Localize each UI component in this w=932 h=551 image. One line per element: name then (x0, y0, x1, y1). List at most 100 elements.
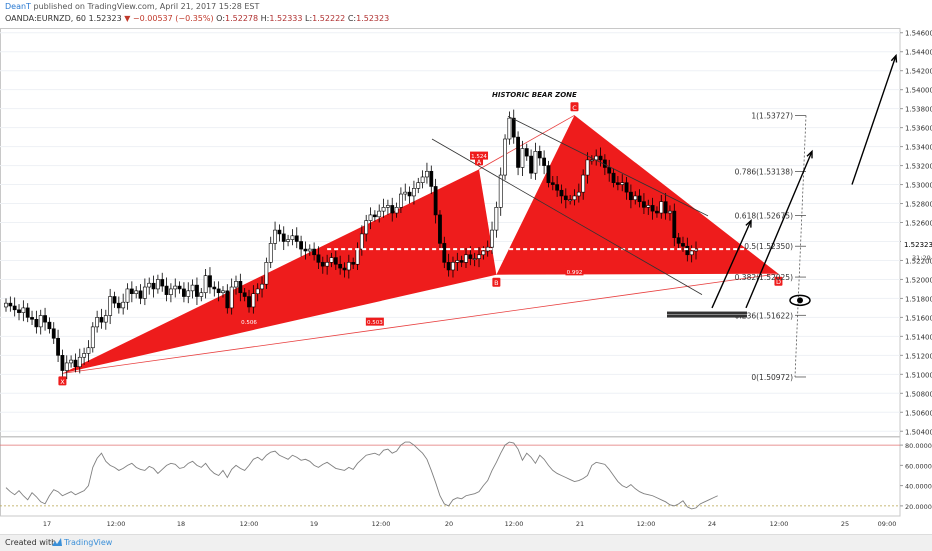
candle-body (372, 214, 377, 218)
candle-body (316, 254, 321, 263)
candle-body (112, 296, 117, 304)
candle-body (208, 275, 212, 288)
candle-body (681, 243, 685, 247)
candle-body (533, 151, 538, 174)
candle-body (607, 167, 612, 174)
ratio-badge (365, 317, 384, 326)
candle-body (17, 309, 21, 313)
candle-body (637, 195, 642, 202)
ratio-badge (470, 151, 489, 160)
oscillator-pane: 80.0000 60.0000 40.0000 20.0000 (0, 436, 932, 517)
candle-body (303, 248, 308, 252)
candle-body (199, 292, 204, 297)
point-label-x: X (60, 378, 65, 386)
candle-body (620, 182, 625, 185)
open-label: O: (216, 14, 226, 23)
candle-body (685, 245, 690, 256)
candle-body (260, 283, 264, 290)
ratio-badge (240, 317, 259, 326)
fib-level-label: 0.236(1.51622) (735, 311, 793, 320)
eye-pupil-icon (797, 297, 803, 304)
time-axis[interactable]: 17 12:00 18 12:00 19 12:00 20 12:00 21 12:00 24 12:… (0, 515, 900, 528)
price-change: −0.00537 (−0.35%) (132, 14, 214, 23)
publish-info: published on TradingView.com, April 21, … (33, 2, 260, 11)
candle-body (537, 151, 542, 159)
symbol-label: OANDA:EURNZD, 60 (5, 14, 87, 23)
price-chart[interactable]: X A B C D 0.506 1.524 0.992 0.503 HISTORIC BEAR Z… (0, 0, 932, 534)
projection-arrow-2-head (806, 149, 813, 159)
candle-body (403, 191, 408, 195)
tradingview-brand-link[interactable]: TradingView (64, 538, 113, 547)
candle-body (77, 356, 82, 368)
candle-body (103, 315, 108, 323)
candlestick-series (4, 109, 698, 380)
candle-body (225, 290, 230, 309)
candle-body (4, 302, 8, 308)
candle-body (277, 229, 282, 235)
y-tick-label: 1.51000 (905, 371, 932, 379)
y-tick-label: 1.53800 (905, 106, 932, 114)
candle-body (138, 290, 143, 299)
candle-body (190, 284, 195, 292)
candle-body (542, 157, 547, 166)
eye-icon (789, 294, 811, 307)
candle-body (438, 214, 442, 244)
ac-line (478, 114, 575, 170)
x-tick-label: 24 (708, 520, 716, 528)
candle-body (498, 174, 503, 208)
oscillator-line (5, 441, 718, 510)
x-tick-label: 17 (43, 520, 51, 528)
candle-body (503, 138, 507, 176)
candle-body (416, 182, 421, 189)
candle-body (25, 307, 30, 318)
candle-body (672, 210, 677, 238)
candle-body (116, 302, 121, 309)
candle-body (459, 260, 464, 263)
last-price: 1.52323 (88, 14, 122, 23)
candle-body (550, 182, 555, 185)
candle-body (90, 326, 95, 349)
point-badge-x (58, 376, 67, 386)
candle-body (338, 263, 343, 269)
price-tag-box (901, 238, 932, 249)
candle-body (442, 243, 447, 263)
y-tick-label: 1.50400 (905, 428, 932, 436)
candle-body (325, 262, 330, 267)
candle-body (624, 182, 629, 193)
candle-body (34, 318, 39, 328)
down-arrow-icon: ▼ (124, 14, 131, 23)
candle-body (182, 288, 186, 297)
y-tick-label: 1.51400 (905, 333, 932, 341)
candle-body (425, 170, 429, 178)
y-tick-label: 1.52800 (905, 201, 932, 209)
ratio-label: 1.524 (471, 154, 487, 160)
candle-body (203, 275, 208, 294)
candle-body (268, 243, 273, 263)
candle-body (12, 305, 17, 311)
candle-body (446, 262, 451, 271)
candle-body (633, 195, 638, 201)
candle-body (95, 317, 100, 328)
ratio-label: 0.992 (567, 270, 583, 276)
candle-body (585, 159, 590, 176)
y-tick-label: 1.53600 (905, 125, 932, 133)
low-value: 1.52222 (312, 14, 346, 23)
candle-body (650, 205, 655, 212)
fib-level-label: 1(1.53727) (751, 112, 793, 121)
candle-body (668, 210, 672, 214)
author-link[interactable]: DeanT (5, 2, 31, 11)
candle-body (134, 290, 139, 294)
candle-body (511, 117, 516, 138)
candle-body (394, 207, 399, 214)
candle-body (516, 136, 520, 168)
xd-line (62, 273, 779, 374)
candle-body (494, 207, 499, 231)
price-axis[interactable]: 1.54600 1.54400 1.54200 1.54000 1.53800 1.536… (900, 30, 932, 437)
candle-body (8, 302, 13, 307)
candle-body (86, 347, 91, 354)
candle-body (73, 359, 78, 368)
pattern-triangle-xab (62, 169, 497, 374)
candle-body (451, 262, 455, 271)
osc-tick-label: 60.0000 (905, 462, 932, 470)
x-tick-label: 19 (310, 520, 318, 528)
